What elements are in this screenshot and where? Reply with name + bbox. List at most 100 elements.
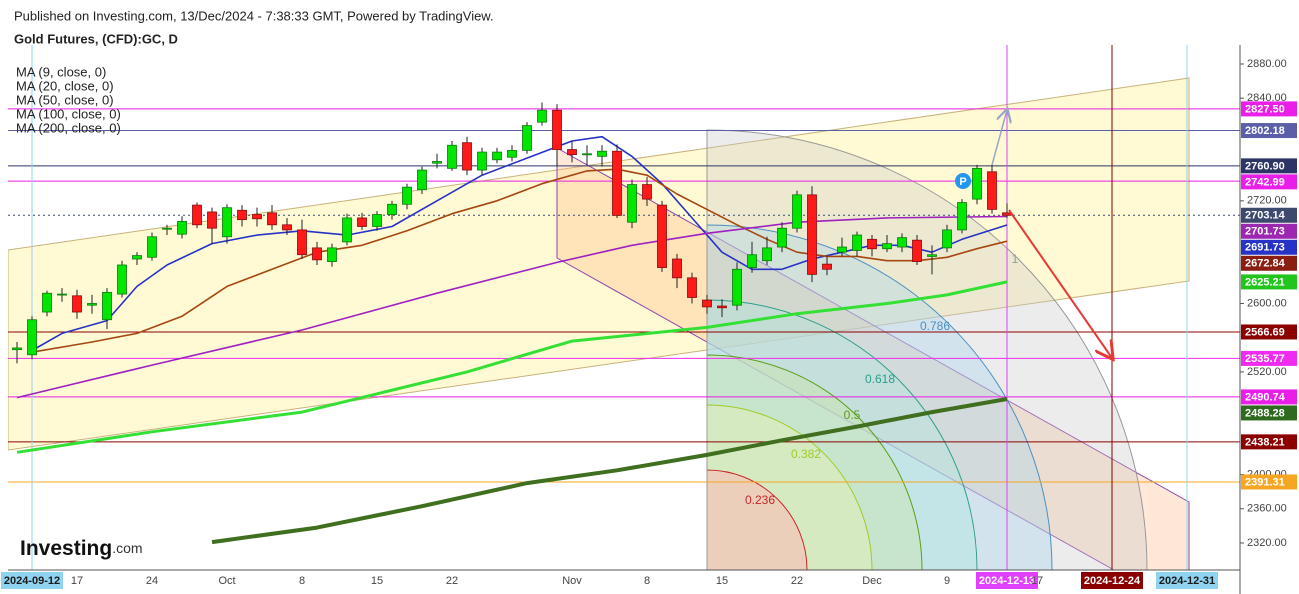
candle-body [207,211,217,229]
candle-body [342,217,352,243]
candle-body [57,293,67,296]
marker-badge [955,173,971,189]
candle-body [687,277,697,298]
fib-label: 0.5 [844,408,861,422]
x-tick-label: Dec [862,575,882,587]
price-tag [1241,158,1297,174]
fib-label: 0.236 [745,493,775,507]
candle-body [777,227,787,248]
price-tag-label: 2703.14 [1245,210,1286,222]
x-tick-label: 9 [944,575,950,587]
candle-body [282,224,292,231]
candle-body [627,184,637,223]
price-tag-label: 2391.31 [1245,476,1285,488]
logo-suffix: .com [112,540,142,556]
candle-body [807,194,817,275]
candle-body [957,202,967,231]
candle-body [927,254,937,257]
candle-body [897,237,907,248]
price-tag-label: 2691.73 [1245,242,1285,254]
candle-body [867,238,877,250]
fib-end-label: 1 [1012,252,1019,266]
price-tag-label: 2490.74 [1245,391,1286,403]
candle-body [237,209,247,221]
candle-body [222,207,232,238]
candle-body [462,142,472,171]
candle-body [267,212,277,226]
candle-body [432,161,442,164]
price-tag-label: 2566.69 [1245,326,1285,338]
price-tag-label: 2535.77 [1245,353,1285,365]
time-axis-bg [0,570,1240,594]
candle-body [582,153,592,156]
candle-body [192,204,202,226]
price-tag [1241,274,1297,290]
candle-body [27,319,37,356]
x-tick-label: 2024-12-13 [979,575,1035,587]
candle-body [327,247,337,262]
candle-body [972,167,982,200]
falling-channel [556,147,1190,570]
ma-line [16,215,1008,399]
x-tick-label: 17 [71,575,83,587]
candle-body [402,186,412,205]
x-tick-label: 15 [371,575,383,587]
rising-channel [8,77,1190,451]
fib-arc [706,129,1148,570]
legend-entry: MA (200, close, 0) [16,120,121,135]
candle-body [87,303,97,306]
candle-body [132,255,142,260]
legend-entry: MA (50, close, 0) [16,92,114,107]
candle-body [72,295,82,313]
candle-body [537,109,547,123]
y-tick-label: 2720.00 [1247,195,1287,207]
legend-entry: MA (9, close, 0) [16,64,106,79]
y-tick-label: 2520.00 [1247,366,1287,378]
y-tick-label: 2600.00 [1247,297,1287,309]
candle-body [987,171,997,210]
ma-line [211,397,1008,545]
candle-body [912,239,922,262]
candle-body [162,227,172,230]
price-tag [1241,434,1297,450]
candle-body [732,268,742,306]
price-tag-label: 2802.18 [1245,125,1285,137]
price-tag-label: 2488.28 [1245,407,1285,419]
candle-body [672,258,682,279]
date-tag [1081,572,1143,589]
overlays: 0.786 0.618 0.5 0.382 0.236 1 P Investin… [20,110,1112,560]
price-tag-label: 2625.21 [1245,276,1285,288]
candle-body [657,204,667,268]
x-tick-label: 17 [1031,575,1043,587]
candle-body [882,243,892,250]
candle-body [702,299,712,308]
candle-body [177,220,187,235]
candle-body [792,194,802,229]
date-tag [1156,572,1218,589]
price-tag [1241,405,1297,421]
candle-body [312,247,322,261]
published-line: Published on Investing.com, 13/Dec/2024 … [14,8,494,23]
price-tag [1241,223,1297,239]
plot [8,45,1240,570]
x-tick-label: 24 [146,575,158,587]
candle-body [507,149,517,158]
x-tick-label: 2024-12-31 [1159,575,1215,587]
y-tick-label: 2360.00 [1247,503,1287,515]
y-tick-label: 2880.00 [1247,58,1287,70]
candle-body [447,144,457,169]
price-tag-label: 2760.90 [1245,160,1285,172]
data-layer: MA (9, close, 0)MA (20, close, 0)MA (50,… [0,45,1299,594]
x-tick-label: 2024-09-12 [4,575,60,587]
price-tag-label: 2742.99 [1245,176,1285,188]
price-tag [1241,255,1297,271]
legend-entry: MA (20, close, 0) [16,78,114,93]
price-tag-label: 2701.73 [1245,226,1285,238]
price-tag [1241,474,1297,490]
fib-label: 0.618 [865,372,895,386]
x-tick-label: 15 [716,575,728,587]
y-tick-label: 2840.00 [1247,92,1287,104]
date-tag [1,572,63,589]
marker-label: P [959,176,966,188]
